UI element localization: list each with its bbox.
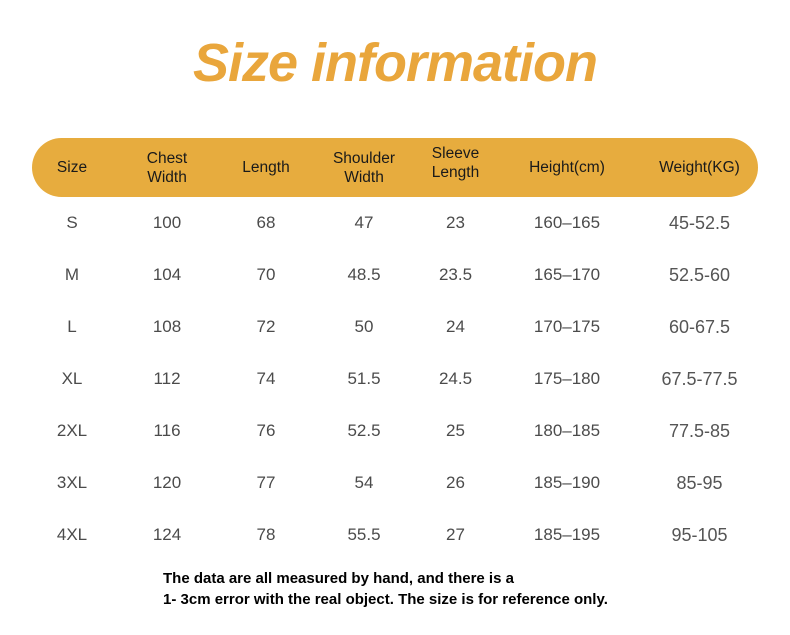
table-cell: 112	[153, 369, 181, 389]
table-cell: 70	[256, 265, 276, 285]
disclaimer-line-2: 1- 3cm error with the real object. The s…	[163, 591, 608, 609]
table-body: S 100 68 47 23 160–165 45-52.5 M 104 70 48.5 23.5 16…	[32, 197, 758, 561]
table-cell: 77	[256, 473, 276, 493]
column-header-size: Size	[56, 159, 88, 177]
column-header-shoulder-width: Shoulder Width	[332, 149, 396, 186]
column-header-weight: Weight(KG)	[659, 159, 740, 177]
table-cell: 170–175	[533, 317, 601, 337]
column-header-length: Length	[242, 159, 290, 177]
table-cell: 77.5-85	[668, 420, 731, 441]
table-cell: 124	[152, 525, 182, 545]
table-cell: 48.5	[347, 265, 381, 285]
table-cell: 95-105	[671, 524, 728, 545]
table-cell: 67.5-77.5	[661, 368, 738, 389]
table-row: 4XL 124 78 55.5 27 185–195 95-105	[32, 509, 758, 561]
table-cell: 45-52.5	[668, 212, 731, 233]
table-row: L 108 72 50 24 170–175 60-67.5	[32, 301, 758, 353]
table-cell: 47	[354, 213, 374, 233]
table-cell: 54	[354, 473, 374, 493]
table-cell: 72	[256, 317, 276, 337]
table-cell: 60-67.5	[668, 316, 731, 337]
page-title: Size information	[192, 33, 598, 93]
size-label: L	[67, 317, 77, 337]
table-cell: 24.5	[438, 369, 473, 389]
size-label: XL	[61, 369, 83, 389]
table-cell: 24	[446, 317, 465, 337]
table-row: 2XL 116 76 52.5 25 180–185 77.5-85	[32, 405, 758, 457]
table-cell: 78	[256, 525, 276, 545]
size-label: 3XL	[56, 473, 88, 493]
table-cell: 26	[446, 473, 465, 493]
table-cell: 68	[256, 213, 276, 233]
table-cell: 165–170	[533, 265, 601, 285]
size-information-page: Size information Size Chest Width Length…	[0, 33, 790, 635]
table-cell: 25	[446, 421, 465, 441]
table-cell: 23	[446, 213, 465, 233]
table-cell: 160–165	[533, 213, 601, 233]
table-cell: 27	[446, 525, 465, 545]
table-cell: 100	[152, 213, 182, 233]
table-cell: 52.5-60	[668, 264, 731, 285]
size-label: S	[66, 213, 78, 233]
table-header-row: Size Chest Width Length Shoulder Width S…	[32, 138, 758, 198]
table-cell: 51.5	[347, 369, 381, 389]
table-cell: 74	[256, 369, 276, 389]
table-cell: 50	[354, 317, 374, 337]
size-table: Size Chest Width Length Shoulder Width S…	[32, 138, 758, 561]
table-cell: 55.5	[347, 525, 381, 545]
table-cell: 120	[152, 473, 182, 493]
table-cell: 185–195	[533, 525, 601, 545]
table-cell: 175–180	[533, 369, 601, 389]
table-cell: 85-95	[676, 472, 723, 493]
table-cell: 116	[153, 421, 181, 441]
table-row: 3XL 120 77 54 26 185–190 85-95	[32, 457, 758, 509]
table-row: S 100 68 47 23 160–165 45-52.5	[32, 197, 758, 249]
column-header-sleeve-length: Sleeve Length	[431, 144, 480, 181]
table-cell: 185–190	[533, 473, 601, 493]
table-cell: 52.5	[347, 421, 381, 441]
table-cell: 76	[256, 421, 276, 441]
column-header-height: Height(cm)	[529, 159, 605, 177]
table-row: XL 112 74 51.5 24.5 175–180 67.5-77.5	[32, 353, 758, 405]
table-cell: 108	[152, 317, 182, 337]
size-label: 4XL	[56, 525, 88, 545]
table-cell: 104	[152, 265, 182, 285]
column-header-chest-width: Chest Width	[146, 149, 188, 186]
size-label: M	[64, 265, 80, 285]
disclaimer-note: The data are all measured by hand, and t…	[163, 568, 790, 610]
table-cell: 180–185	[533, 421, 601, 441]
size-label: 2XL	[56, 421, 88, 441]
disclaimer-line-1: The data are all measured by hand, and t…	[163, 570, 514, 588]
table-row: M 104 70 48.5 23.5 165–170 52.5-60	[32, 249, 758, 301]
table-cell: 23.5	[438, 265, 473, 285]
